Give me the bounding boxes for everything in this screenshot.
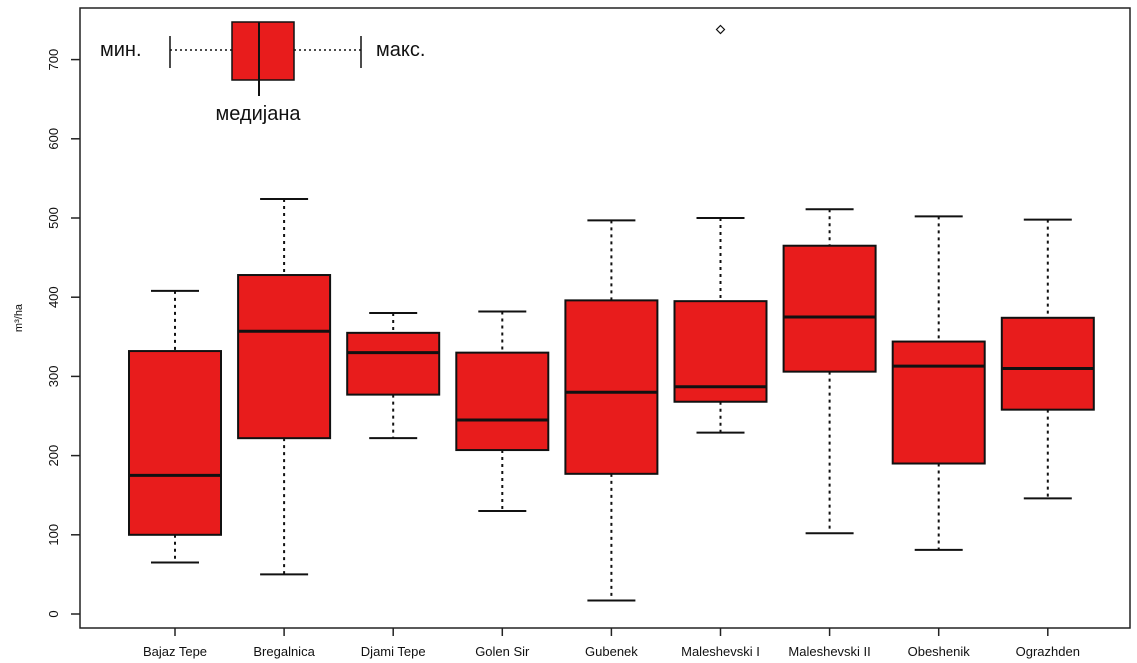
iqr-box: [237, 274, 332, 440]
iqr-box: [673, 300, 768, 403]
x-tick-label: Maleshevski II: [788, 644, 870, 659]
x-tick-label: Bregalnica: [253, 644, 315, 659]
x-tick-label: Ograzhden: [1016, 644, 1080, 659]
box-group: [782, 208, 877, 535]
x-tick-label: Maleshevski I: [681, 644, 760, 659]
box-group: [455, 310, 550, 513]
legend: мин. макс. медијана: [100, 21, 425, 125]
box-series: [128, 24, 1095, 602]
box-group: [673, 24, 768, 434]
box-group: [1000, 218, 1095, 500]
y-tick-label: 400: [46, 286, 61, 308]
plot-frame: [79, 7, 1131, 629]
legend-min-label: мин.: [100, 39, 142, 61]
x-tick-label: Obeshenik: [908, 644, 971, 659]
box-group: [891, 215, 986, 551]
legend-median-label: медијана: [215, 103, 301, 125]
y-tick-label: 100: [46, 524, 61, 546]
iqr-box: [782, 244, 877, 373]
outlier-point: [715, 24, 726, 35]
iqr-box: [346, 331, 441, 396]
y-axis-label: m³/ha: [13, 303, 25, 332]
box-group: [128, 289, 222, 564]
x-tick-label: Gubenek: [585, 644, 638, 659]
x-axis: Bajaz Tepe Bregalnica Djami Tepe Golen Sir G…: [143, 628, 1080, 659]
x-tick-label: Golen Sir: [475, 644, 530, 659]
iqr-box: [1000, 316, 1095, 411]
box-group: [346, 312, 441, 440]
box-group: [564, 219, 659, 602]
y-tick-label: 600: [46, 128, 61, 150]
x-tick-label: Djami Tepe: [361, 644, 426, 659]
iqr-box: [891, 340, 986, 465]
y-tick-label: 0: [46, 610, 61, 617]
legend-max-label: макс.: [376, 39, 425, 61]
y-tick-label: 500: [46, 207, 61, 229]
y-tick-label: 300: [46, 366, 61, 388]
box-group: [237, 197, 332, 576]
x-tick-label: Bajaz Tepe: [143, 644, 207, 659]
legend-box: [231, 21, 295, 81]
iqr-box: [455, 351, 550, 452]
y-axis: 0 100 200 300 400 500 600 700: [46, 49, 80, 618]
iqr-box: [564, 299, 659, 475]
iqr-box: [128, 350, 222, 536]
y-tick-label: 200: [46, 445, 61, 467]
y-tick-label: 700: [46, 49, 61, 71]
